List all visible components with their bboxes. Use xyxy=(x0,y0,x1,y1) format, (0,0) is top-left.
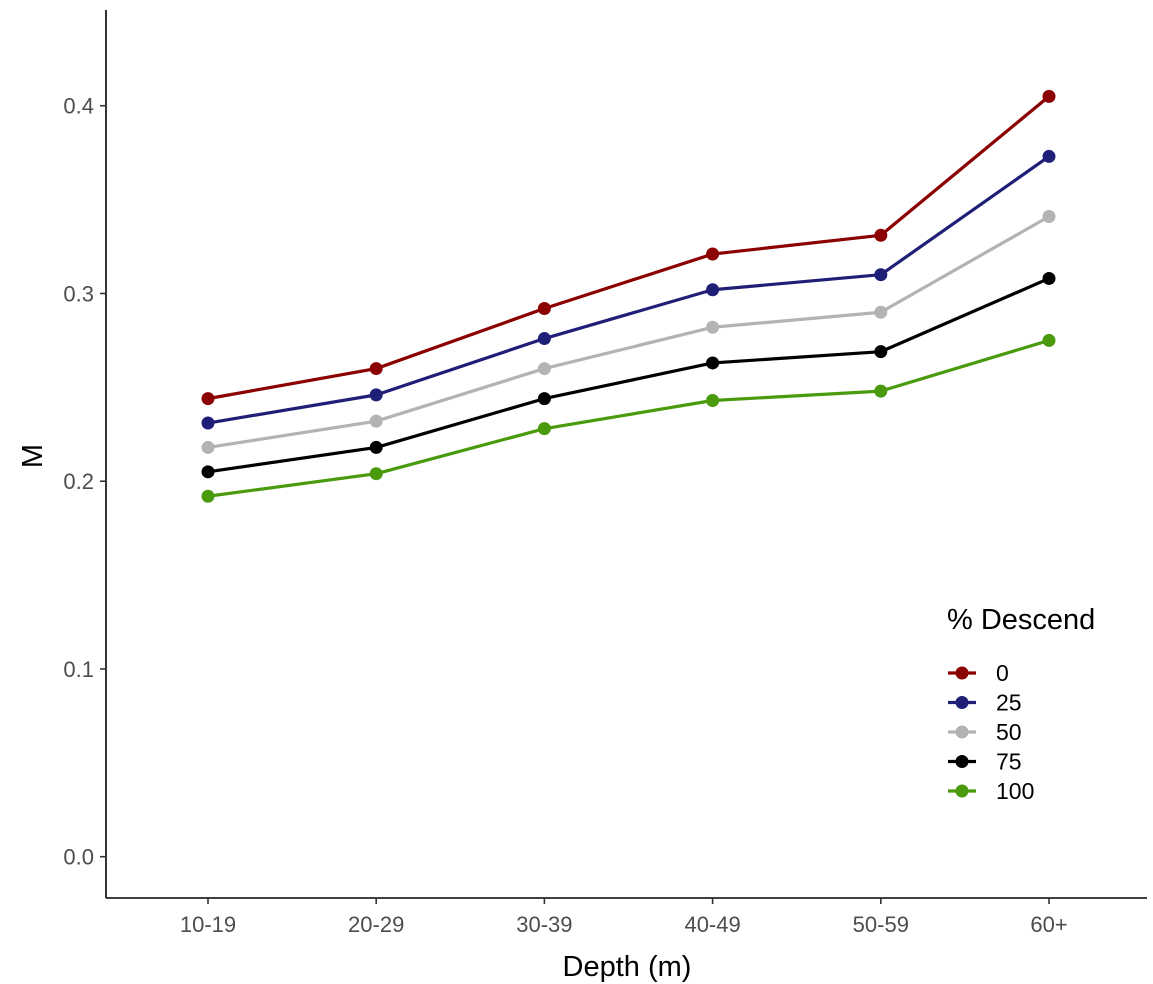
series-group xyxy=(201,89,1056,503)
series-line xyxy=(207,276,1050,474)
data-point xyxy=(369,414,383,428)
data-point xyxy=(537,362,551,376)
data-point xyxy=(874,305,888,319)
axes xyxy=(105,10,1147,899)
series-line xyxy=(207,155,1050,425)
data-point xyxy=(706,283,720,297)
x-ticks: 10-19 20-29 30-39 40-49 50-59 60+ xyxy=(180,898,1068,937)
data-point xyxy=(369,467,383,481)
series-75 xyxy=(201,271,1056,479)
data-point xyxy=(537,302,551,316)
x-tick-label: 50-59 xyxy=(853,912,909,937)
data-point xyxy=(706,393,720,407)
y-ticks: 0.0 0.1 0.2 0.3 0.4 xyxy=(63,94,106,870)
series-line xyxy=(207,95,1051,401)
data-point xyxy=(706,247,720,261)
data-point xyxy=(537,392,551,406)
legend-key-point xyxy=(955,755,969,768)
data-point xyxy=(369,388,383,402)
data-point xyxy=(201,489,215,503)
legend-item: 25 xyxy=(948,690,1022,716)
legend-label: 75 xyxy=(996,749,1022,775)
series-25 xyxy=(201,149,1056,430)
y-tick-label: 0.1 xyxy=(63,657,94,682)
x-axis-title: Depth (m) xyxy=(563,951,692,983)
series-line xyxy=(207,215,1050,450)
y-tick-label: 0.0 xyxy=(63,845,94,870)
legend-label: 0 xyxy=(996,660,1009,686)
legend-key-point xyxy=(955,666,969,680)
data-point xyxy=(201,416,215,430)
data-point xyxy=(874,228,888,242)
legend-key-point xyxy=(955,784,969,798)
data-point xyxy=(1042,271,1056,285)
data-point xyxy=(1042,333,1056,347)
data-point xyxy=(874,268,888,282)
legend-item: 75 xyxy=(948,749,1022,775)
data-point xyxy=(1042,89,1056,103)
data-point xyxy=(874,384,888,398)
data-point xyxy=(537,332,551,346)
x-tick-label: 60+ xyxy=(1030,912,1067,937)
legend: % Descend 0 25 50 75 100 xyxy=(947,604,1095,804)
data-point xyxy=(201,465,215,479)
x-tick-label: 30-39 xyxy=(516,912,572,937)
series-line xyxy=(207,338,1050,498)
legend-label: 100 xyxy=(996,778,1034,804)
legend-label: 50 xyxy=(996,719,1022,745)
legend-key-point xyxy=(955,725,969,739)
data-point xyxy=(706,356,720,370)
data-point xyxy=(874,345,888,359)
x-tick-label: 40-49 xyxy=(684,912,740,937)
data-point xyxy=(706,320,720,334)
data-point xyxy=(537,422,551,436)
series-0 xyxy=(201,89,1056,406)
legend-item: 0 xyxy=(948,660,1009,686)
data-point xyxy=(201,392,215,406)
data-point xyxy=(201,440,215,454)
series-50 xyxy=(201,210,1056,454)
y-axis-title: M xyxy=(17,444,49,468)
legend-label: 25 xyxy=(996,690,1022,716)
y-tick-label: 0.2 xyxy=(63,469,94,494)
legend-item: 100 xyxy=(948,778,1034,804)
legend-key-point xyxy=(955,696,969,709)
legend-item: 50 xyxy=(948,719,1022,745)
data-point xyxy=(1042,210,1056,224)
data-point xyxy=(369,362,383,376)
legend-title: % Descend xyxy=(947,604,1095,636)
x-tick-label: 10-19 xyxy=(180,912,236,937)
data-point xyxy=(369,440,383,454)
x-tick-label: 20-29 xyxy=(348,912,404,937)
series-100 xyxy=(201,333,1056,503)
data-point xyxy=(1042,149,1056,163)
y-tick-label: 0.4 xyxy=(63,94,94,119)
y-tick-label: 0.3 xyxy=(63,281,94,306)
